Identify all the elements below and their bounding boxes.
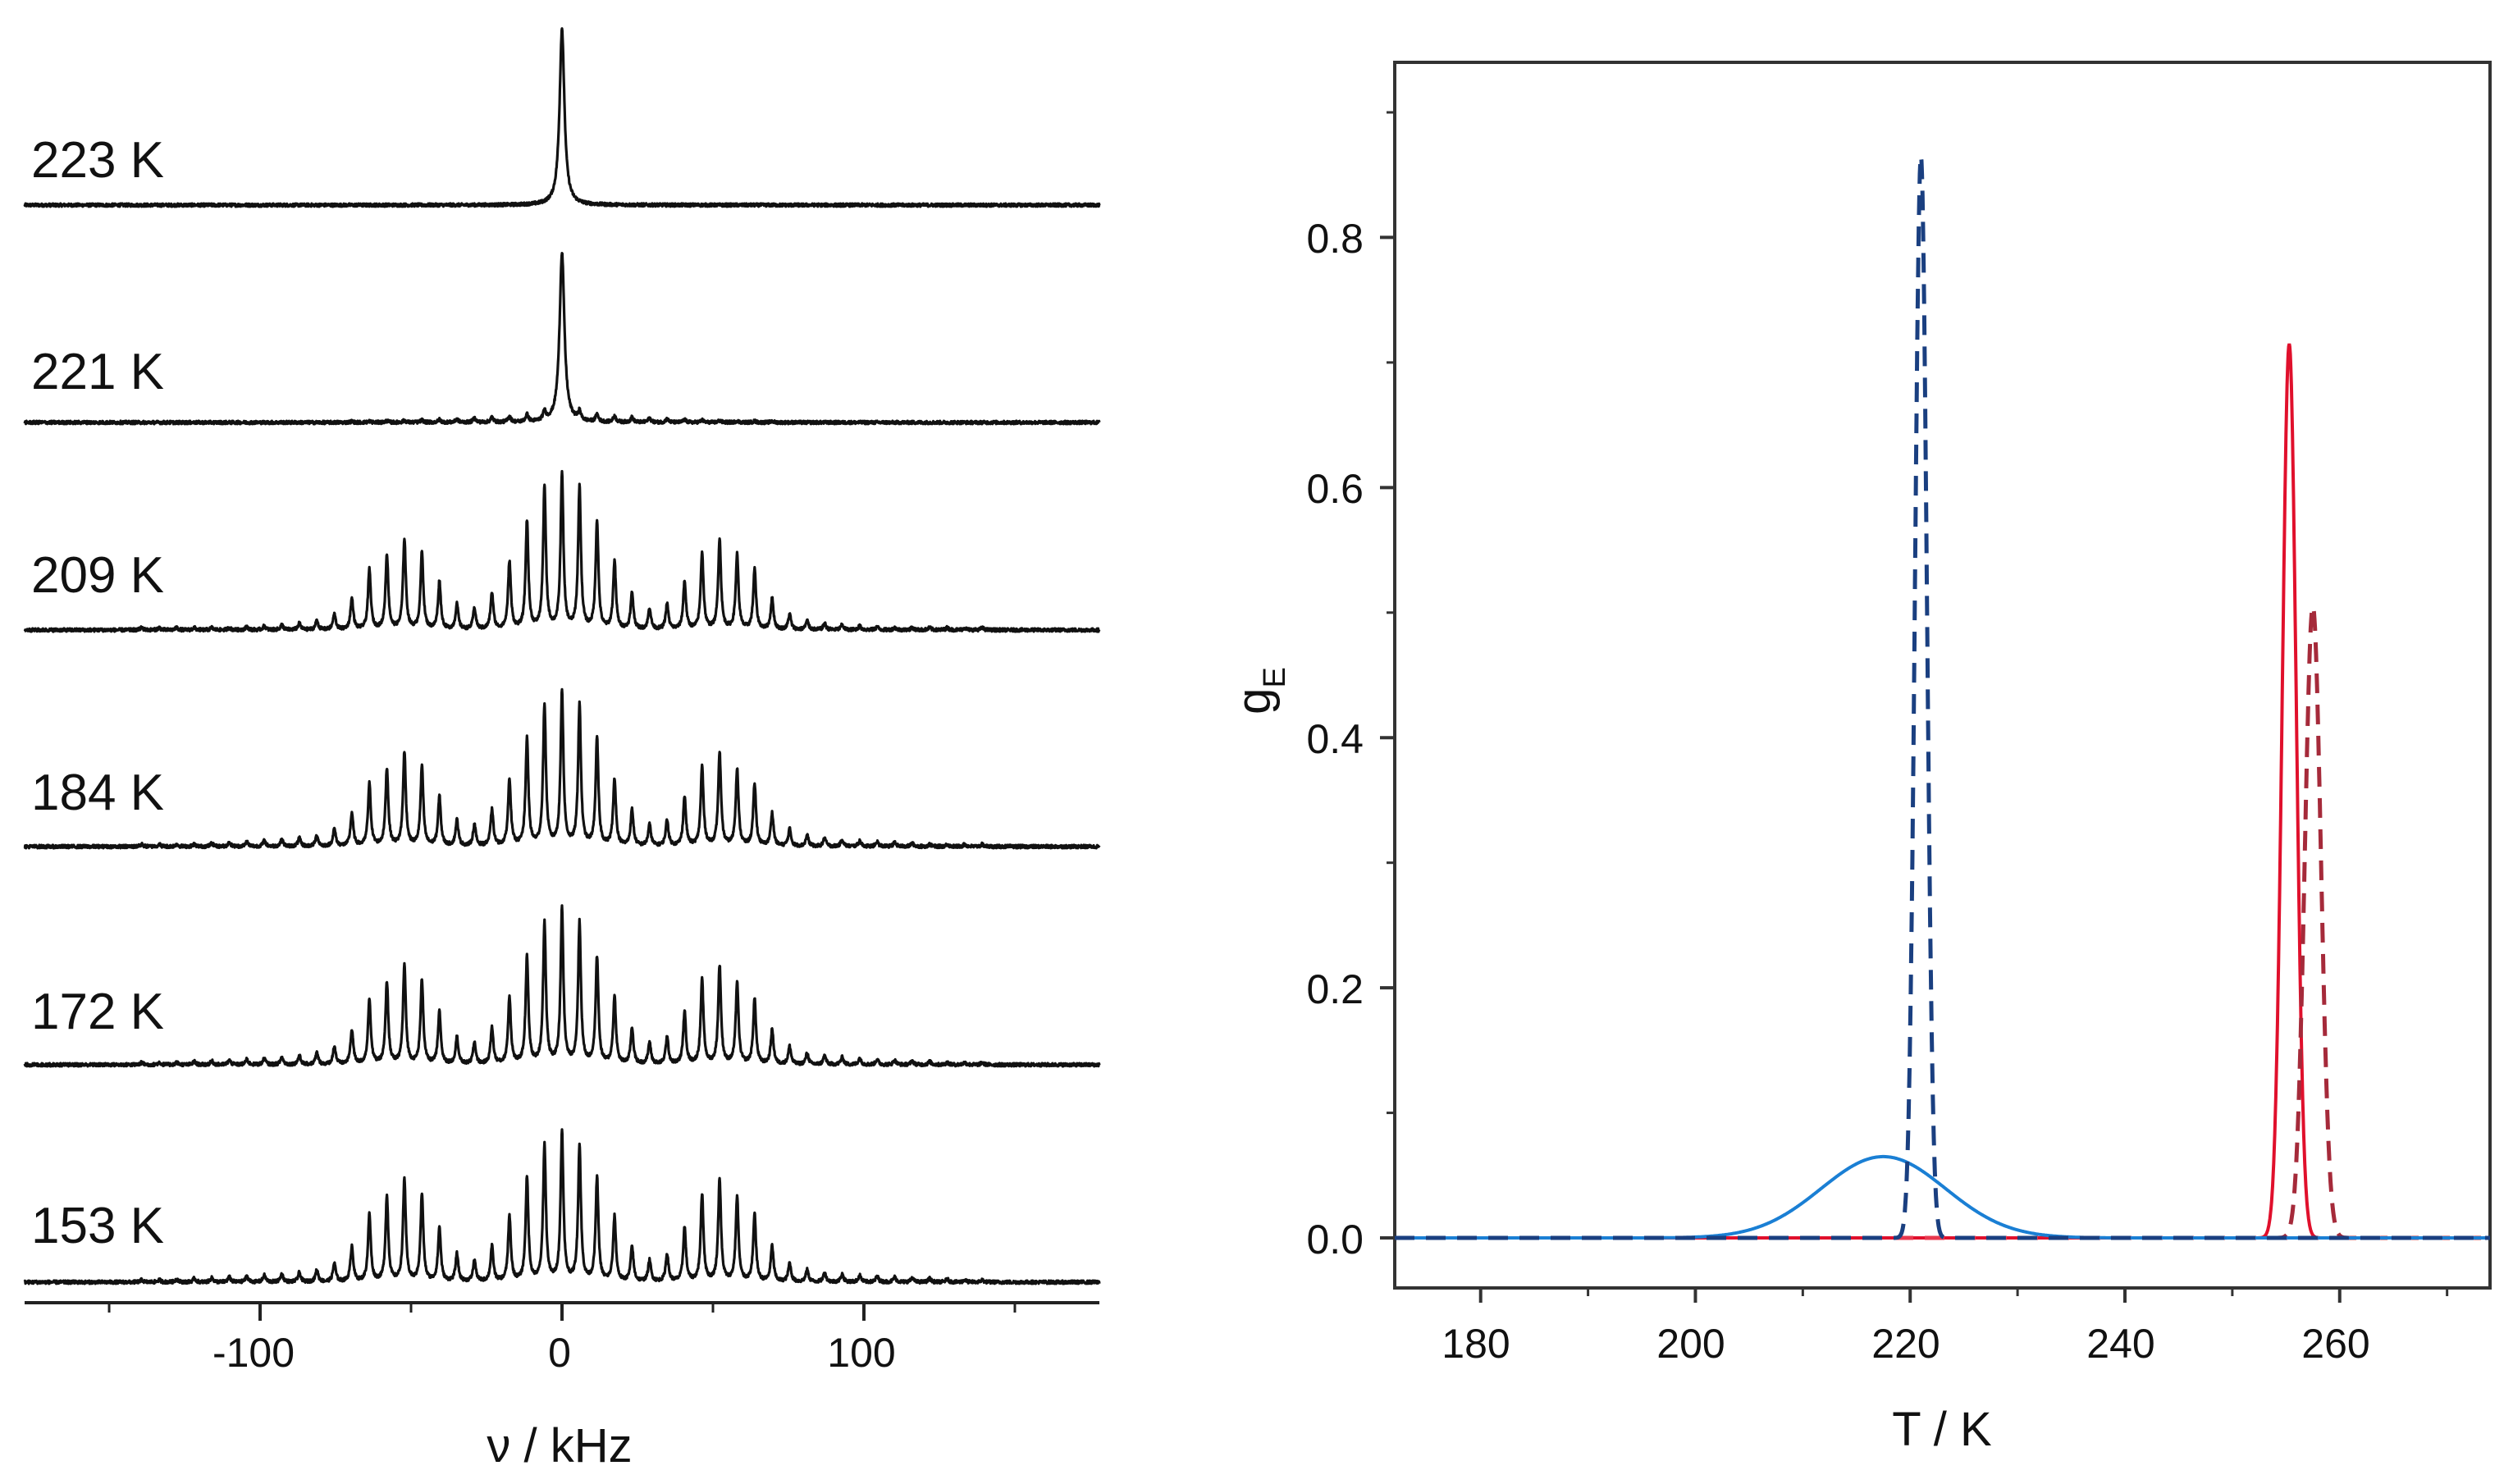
temperature-label-172: 172 K xyxy=(31,984,164,1040)
ge-curves xyxy=(1395,155,2490,1240)
left-x-axis-title: ν / kHz xyxy=(487,1419,632,1473)
spectrum-trace-153k xyxy=(23,1128,1101,1285)
right-ytick-label-0.8: 0.8 xyxy=(1306,216,1364,262)
ge-vs-temperature-panel: 0.0 0.2 0.4 0.6 0.8 180 200 220 240 260 … xyxy=(1227,61,2492,1456)
left-xtick-label-100: 100 xyxy=(827,1330,895,1376)
nmr-spectra-panel: 223 K 221 K 209 K 184 K 172 K 153 K -100… xyxy=(23,27,1101,1473)
right-y-axis-title: gE xyxy=(1227,667,1292,715)
right-plot-frame xyxy=(1393,61,2492,1290)
temperature-label-153: 153 K xyxy=(31,1198,164,1254)
left-xtick-label-0: 0 xyxy=(548,1330,571,1376)
spectrum-trace-172k xyxy=(23,904,1101,1068)
temperature-label-221: 221 K xyxy=(31,344,164,400)
left-x-axis-ticks xyxy=(107,1303,1017,1321)
right-xtick-label-200: 200 xyxy=(1656,1321,1725,1367)
right-xtick-label-180: 180 xyxy=(1442,1321,1510,1367)
temperature-labels: 223 K 221 K 209 K 184 K 172 K 153 K xyxy=(31,132,164,1254)
right-y-axis-title-main: gE xyxy=(1227,667,1292,715)
right-ytick-label-0.0: 0.0 xyxy=(1306,1217,1364,1263)
spectra-traces xyxy=(23,27,1101,1285)
right-xtick-label-260: 260 xyxy=(2301,1321,2369,1367)
temperature-label-184: 184 K xyxy=(31,765,164,821)
spectrum-trace-223k xyxy=(23,27,1101,208)
right-y-axis-title-g: g xyxy=(1227,688,1281,715)
right-xtick-label-240: 240 xyxy=(2086,1321,2154,1367)
right-ytick-label-0.6: 0.6 xyxy=(1306,466,1364,512)
right-ytick-label-0.2: 0.2 xyxy=(1306,966,1364,1012)
spectrum-trace-184k xyxy=(23,687,1101,850)
right-y-axis-title-subscript: E xyxy=(1258,667,1292,687)
right-ytick-label-0.4: 0.4 xyxy=(1306,716,1364,762)
ge-curve-navy-dashed xyxy=(1395,155,2490,1240)
spectrum-trace-209k xyxy=(23,469,1101,633)
temperature-label-209: 209 K xyxy=(31,547,164,604)
spectrum-trace-221k xyxy=(23,252,1101,426)
right-x-axis-title: T / K xyxy=(1892,1403,1992,1456)
right-xtick-label-220: 220 xyxy=(1871,1321,1940,1367)
temperature-label-223: 223 K xyxy=(31,132,164,189)
left-xtick-label-minus100: -100 xyxy=(212,1330,295,1376)
right-axis-ticks xyxy=(1380,111,2449,1303)
